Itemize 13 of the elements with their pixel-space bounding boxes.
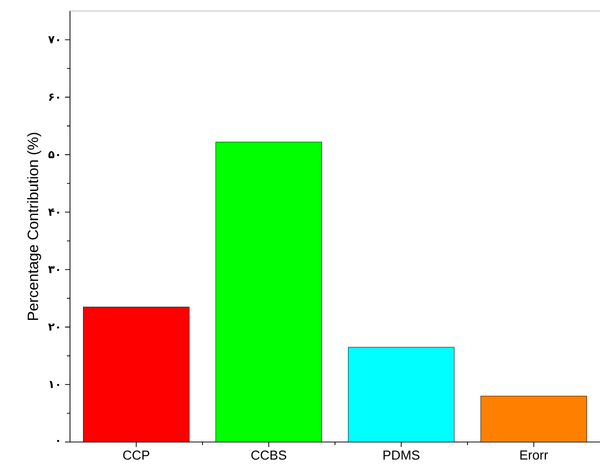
y-tick-label: ۶۰ bbox=[48, 94, 60, 101]
y-tick-label: ۰ bbox=[57, 440, 60, 442]
y-tick-label: ۱۰ bbox=[50, 381, 60, 388]
y-tick-label: ۵۰ bbox=[48, 151, 60, 158]
y-tick-label: ۳۰ bbox=[48, 266, 60, 274]
x-tick-label: Erorr bbox=[520, 450, 548, 460]
x-tick-label: CCBS bbox=[251, 450, 286, 460]
y-tick-label: ۴۰ bbox=[48, 208, 60, 216]
x-tick-label: PDMS bbox=[384, 450, 420, 460]
y-tick-label: ۲۰ bbox=[48, 324, 60, 331]
x-tick-label: CCP bbox=[123, 450, 150, 460]
y-axis-title: Percentage Contribution (%) bbox=[27, 132, 42, 320]
y-tick-label: ۷۰ bbox=[48, 36, 60, 44]
